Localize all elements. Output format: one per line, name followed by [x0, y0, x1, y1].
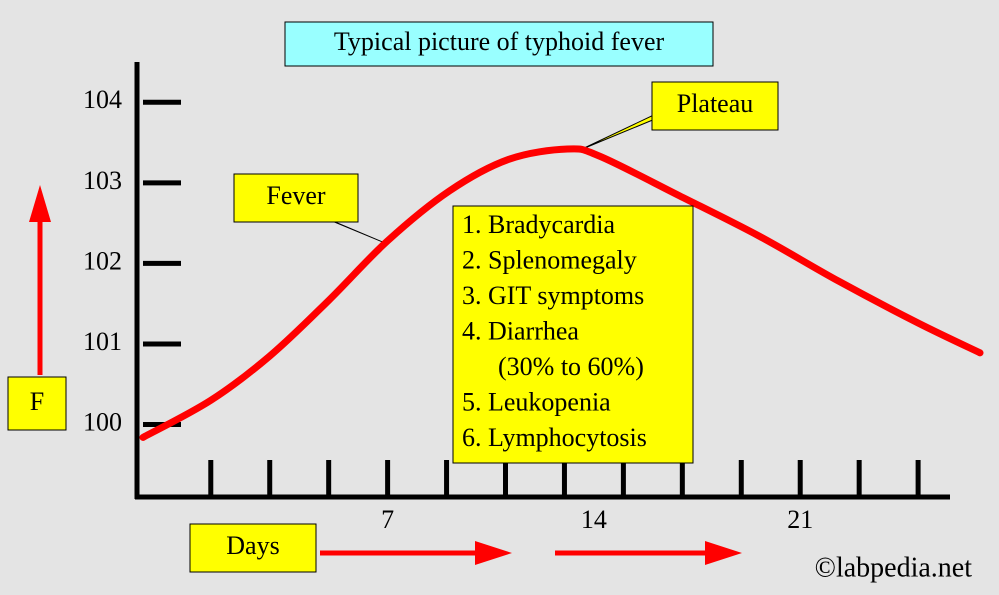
arrow-head — [29, 185, 51, 222]
fever-line — [139, 145, 984, 441]
y-tick-label: 101 — [83, 327, 122, 356]
annotation: Fever — [266, 181, 326, 210]
y-tick-label: 100 — [83, 407, 122, 436]
list-item: 1. Bradycardia — [462, 210, 616, 239]
list-item: 5. Leukopenia — [462, 387, 611, 416]
y-tick-label: 102 — [83, 246, 122, 275]
list-box — [452, 205, 694, 464]
callout-box — [233, 173, 359, 223]
xlabel-box — [189, 523, 317, 573]
list-item: 6. Lymphocytosis — [462, 423, 647, 452]
x-tick-label: 14 — [581, 505, 607, 534]
y-axis-label: F — [30, 387, 44, 416]
list-item: (30% to 60%) — [498, 352, 644, 381]
x-axis-label: Days — [226, 531, 279, 560]
y-tick-label: 104 — [83, 85, 122, 114]
list-item: 3. GIT symptoms — [462, 281, 644, 310]
y-tick-label: 103 — [83, 166, 122, 195]
x-tick-label: 7 — [381, 505, 394, 534]
chart-title: Typical picture of typhoid fever — [334, 27, 665, 56]
arrow-head — [475, 541, 512, 565]
list-item: 2. Splenomegaly — [462, 245, 637, 274]
x-tick-label: 21 — [787, 505, 813, 534]
list-item: 4. Diarrhea — [462, 316, 579, 345]
annotation: Plateau — [677, 89, 754, 118]
arrow-head — [705, 541, 742, 565]
callout-box — [651, 81, 779, 131]
ylabel-box — [7, 376, 67, 431]
watermark: ©labpedia.net — [815, 552, 973, 583]
title-box — [284, 21, 714, 67]
